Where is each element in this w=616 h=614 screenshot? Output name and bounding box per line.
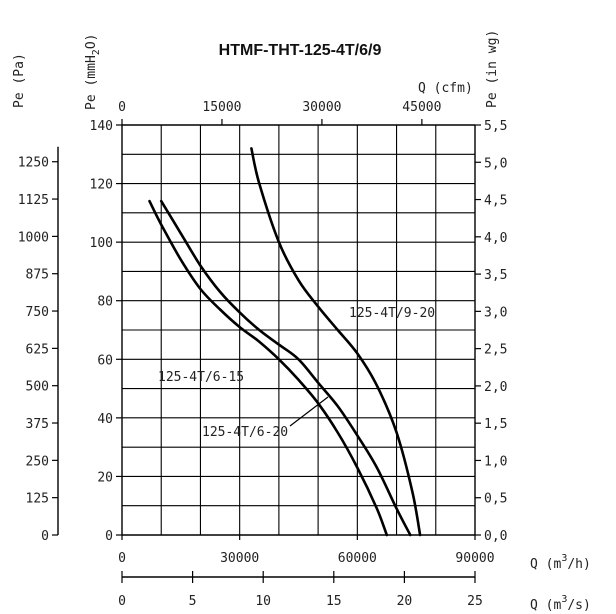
series-curve-125-4t-6-20 [159, 199, 412, 537]
x-tick-label-m3s: 20 [397, 594, 413, 609]
y-tick-label-inwg: 4,5 [484, 194, 507, 209]
y-tick-label-pa: 750 [26, 305, 49, 320]
x-tick-label-cfm: 30000 [302, 100, 341, 115]
y-tick-label-pa: 125 [26, 492, 49, 507]
y-tick-label-mmh2o: 120 [90, 178, 113, 193]
x-tick-label-m3h: 90000 [455, 551, 494, 566]
x-axis-label-m3h: Q (m3/h) [530, 553, 591, 572]
y-tick-label-inwg: 3,5 [484, 268, 507, 283]
y-tick-label-pa: 1250 [18, 156, 49, 171]
series-curve-125-4t-9-20 [250, 147, 422, 537]
series-curve-125-4t-6-15 [148, 199, 389, 537]
axes [57, 124, 476, 578]
y-tick-label-pa: 375 [26, 417, 49, 432]
x-tick-label-m3s: 0 [118, 594, 126, 609]
y-tick-label-pa: 1000 [18, 230, 49, 245]
y-tick-label-inwg: 1,0 [484, 454, 507, 469]
grid [122, 125, 475, 535]
y-tick-label-pa: 250 [26, 454, 49, 469]
y-tick-label-inwg: 0,5 [484, 492, 507, 507]
x-tick-label-m3s: 25 [467, 594, 483, 609]
y-tick-label-inwg: 2,5 [484, 343, 507, 358]
y-tick-label-pa: 625 [26, 342, 49, 357]
curve-label-6-20-leader [289, 396, 329, 427]
y-tick-label-pa: 0 [41, 529, 49, 544]
curves [148, 147, 422, 537]
y-axis-label-mmh2o: Pe (mmH2O) [84, 34, 102, 110]
y-tick-label-mmh2o: 80 [97, 295, 113, 310]
x-axis-label-cfm: Q (cfm) [418, 81, 473, 96]
x-tick-label-m3h: 60000 [338, 551, 377, 566]
y-tick-label-inwg: 5,5 [484, 119, 507, 134]
x-tick-label-cfm: 15000 [202, 100, 241, 115]
y-tick-label-inwg: 3,0 [484, 305, 507, 320]
y-axis-label-inwg: Pe (in wg) [485, 30, 500, 108]
y-tick-label-pa: 1125 [18, 193, 49, 208]
y-tick-label-inwg: 1,5 [484, 417, 507, 432]
x-tick-label-cfm: 0 [118, 100, 126, 115]
y-tick-label-inwg: 5,0 [484, 156, 507, 171]
x-tick-label-m3s: 5 [189, 594, 197, 609]
y-axis-label-pa: Pe (Pa) [12, 53, 27, 108]
chart-title: HTMF-THT-125-4T/6/9 [219, 42, 382, 59]
y-tick-label-pa: 875 [26, 268, 49, 283]
y-tick-label-inwg: 2,0 [484, 380, 507, 395]
x-tick-label-m3s: 10 [255, 594, 271, 609]
x-axis-label-m3s: Q (m3/s) [530, 594, 591, 613]
y-tick-label-mmh2o: 140 [90, 119, 113, 134]
y-tick-label-mmh2o: 100 [90, 236, 113, 251]
x-tick-label-m3h: 0 [118, 551, 126, 566]
curve-label-9-20: 125-4T/9-20 [349, 306, 435, 321]
y-tick-label-mmh2o: 20 [97, 470, 113, 485]
y-tick-label-mmh2o: 60 [97, 353, 113, 368]
x-tick-label-cfm: 45000 [402, 100, 441, 115]
y-tick-label-mmh2o: 0 [105, 529, 113, 544]
y-tick-label-mmh2o: 40 [97, 412, 113, 427]
y-tick-label-pa: 500 [26, 380, 49, 395]
tick-labels: 0204060801001201400125250375500625750875… [18, 100, 508, 609]
y-tick-label-inwg: 4,0 [484, 231, 507, 246]
x-tick-label-m3s: 15 [326, 594, 342, 609]
curve-label-6-20: 125-4T/6-20 [202, 425, 288, 440]
x-tick-label-m3h: 30000 [220, 551, 259, 566]
curve-label-6-15: 125-4T/6-15 [158, 370, 244, 385]
y-tick-label-inwg: 0,0 [484, 529, 507, 544]
